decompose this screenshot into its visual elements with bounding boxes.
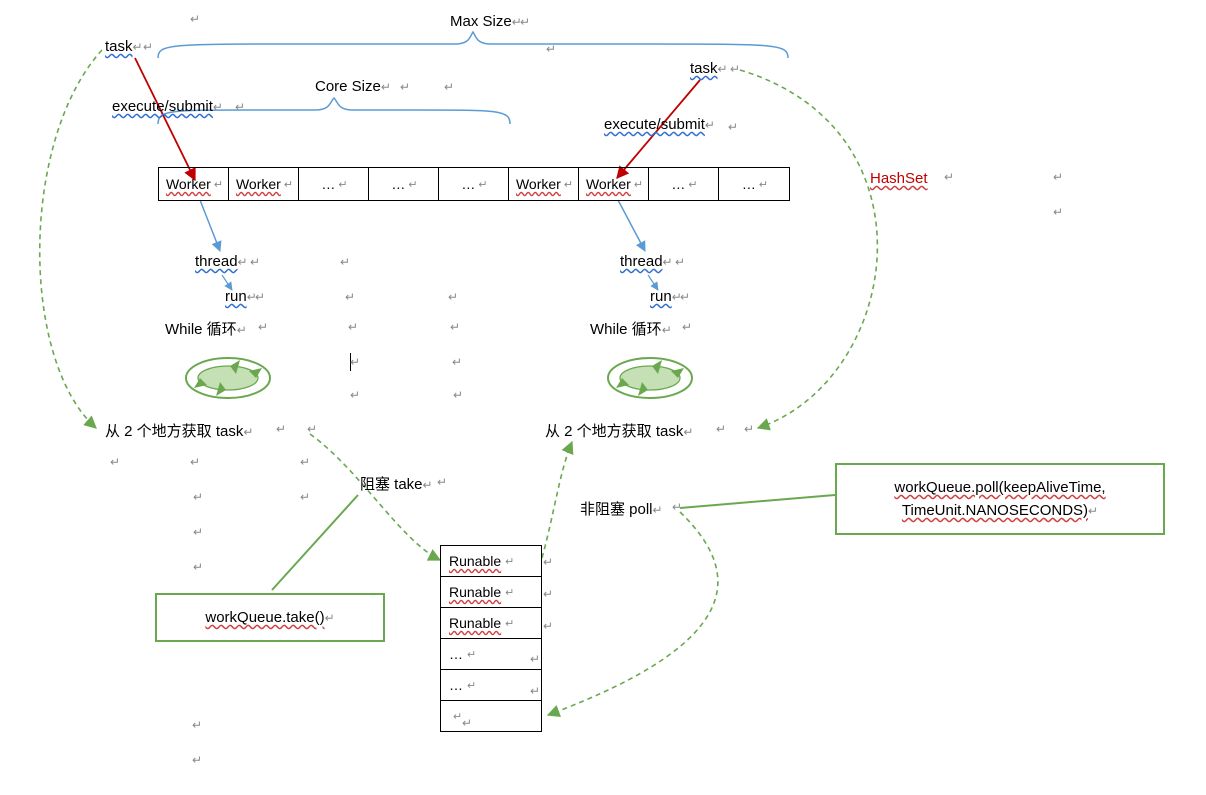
run-right-label: run↵ [650,288,682,305]
runnable-cell: Runable↵ [441,608,541,639]
paragraph-mark: ↵ [340,255,350,269]
workqueue-poll-box: workQueue.poll(keepAliveTime, TimeUnit.N… [835,463,1165,535]
nonblock-poll-label: 非阻塞 poll↵ [580,498,663,519]
worker-cell: …↵ [369,168,439,200]
cycle-icon-left [186,358,270,398]
exec-left-label: execute/submit↵ [112,98,223,115]
hashset-label: HashSet [870,170,928,187]
core-size-label: Core Size↵ [315,78,391,95]
paragraph-mark: ↵ [192,718,202,732]
while-left-label: While 循环↵ [165,318,247,339]
paragraph-mark: ↵ [448,290,458,304]
runnable-queue: Runable↵Runable↵Runable↵…↵…↵↵ [440,545,542,732]
worker-cell: Worker↵ [229,168,299,200]
thread-left-label: thread↵ [195,253,248,270]
worker-cell: …↵ [649,168,719,200]
paragraph-mark: ↵ [450,320,460,334]
paragraph-mark: ↵ [546,42,556,56]
paragraph-mark: ↵ [350,355,360,369]
paragraph-mark: ↵ [350,388,360,402]
paragraph-mark: ↵ [190,455,200,469]
workqueue-take-box: workQueue.take()↵ [155,593,385,642]
paragraph-mark: ↵ [530,652,540,666]
from2-right-label: 从 2 个地方获取 task↵ [545,420,693,441]
paragraph-mark: ↵ [716,422,726,436]
paragraph-mark: ↵ [193,560,203,574]
dashed-task-left [40,50,102,428]
paragraph-mark: ↵ [682,320,692,334]
paragraph-mark: ↵ [190,12,200,26]
dashed-task-right [740,70,877,428]
paragraph-mark: ↵ [192,753,202,767]
block-take-label: 阻塞 take↵ [360,473,433,494]
run-left-label: run↵ [225,288,257,305]
line-to-poll-box [680,495,835,508]
runnable-cell: ↵ [441,701,541,731]
arrow-worker-thread-left [200,200,220,251]
worker-cell: Worker↵ [159,168,229,200]
task-left-label: task↵ [105,38,143,55]
cycle-icon-right [608,358,692,398]
paragraph-mark: ↵ [672,500,682,514]
paragraph-mark: ↵ [944,170,954,184]
paragraph-mark: ↵ [110,455,120,469]
line-to-take-box [272,495,358,590]
paragraph-mark: ↵ [258,320,268,334]
runnable-cell: Runable↵ [441,546,541,577]
runnable-cell: Runable↵ [441,577,541,608]
max-size-label: Max Size↵ [450,13,522,30]
from2-left-label: 从 2 个地方获取 task↵ [105,420,253,441]
diagram-canvas [0,0,1206,795]
worker-row: Worker↵Worker↵…↵…↵…↵Worker↵Worker↵…↵…↵ [158,167,790,201]
paragraph-mark: ↵ [193,525,203,539]
paragraph-mark: ↵ [744,422,754,436]
dashed-nonblock-down [548,512,718,715]
paragraph-mark: ↵ [730,62,740,76]
paragraph-mark: ↵ [543,619,553,633]
paragraph-mark: ↵ [345,290,355,304]
paragraph-mark: ↵ [453,388,463,402]
worker-cell: …↵ [719,168,789,200]
bracket-max [158,32,788,58]
paragraph-mark: ↵ [462,716,472,730]
paragraph-mark: ↵ [307,422,317,436]
thread-right-label: thread↵ [620,253,673,270]
paragraph-mark: ↵ [300,490,310,504]
paragraph-mark: ↵ [400,80,410,94]
arrow-worker-thread-right [618,200,645,251]
paragraph-mark: ↵ [143,40,153,54]
paragraph-mark: ↵ [235,100,245,114]
exec-right-label: execute/submit↵ [604,116,715,133]
paragraph-mark: ↵ [250,255,260,269]
paragraph-mark: ↵ [193,490,203,504]
worker-cell: …↵ [299,168,369,200]
worker-cell: …↵ [439,168,509,200]
paragraph-mark: ↵ [680,290,690,304]
runnable-cell: …↵ [441,670,541,701]
arrow-task-left [135,58,195,180]
paragraph-mark: ↵ [728,120,738,134]
paragraph-mark: ↵ [543,587,553,601]
runnable-cell: …↵ [441,639,541,670]
paragraph-mark: ↵ [520,15,530,29]
paragraph-mark: ↵ [452,355,462,369]
worker-cell: Worker↵ [509,168,579,200]
dashed-block-take [310,434,440,560]
paragraph-mark: ↵ [255,290,265,304]
while-right-label: While 循环↵ [590,318,672,339]
paragraph-mark: ↵ [348,320,358,334]
worker-cell: Worker↵ [579,168,649,200]
paragraph-mark: ↵ [543,555,553,569]
paragraph-mark: ↵ [1053,170,1063,184]
paragraph-mark: ↵ [444,80,454,94]
paragraph-mark: ↵ [530,684,540,698]
paragraph-mark: ↵ [1053,205,1063,219]
paragraph-mark: ↵ [300,455,310,469]
paragraph-mark: ↵ [276,422,286,436]
paragraph-mark: ↵ [437,475,447,489]
dashed-nonblock-up [542,442,572,558]
task-right-label: task↵ [690,60,728,77]
paragraph-mark: ↵ [675,255,685,269]
